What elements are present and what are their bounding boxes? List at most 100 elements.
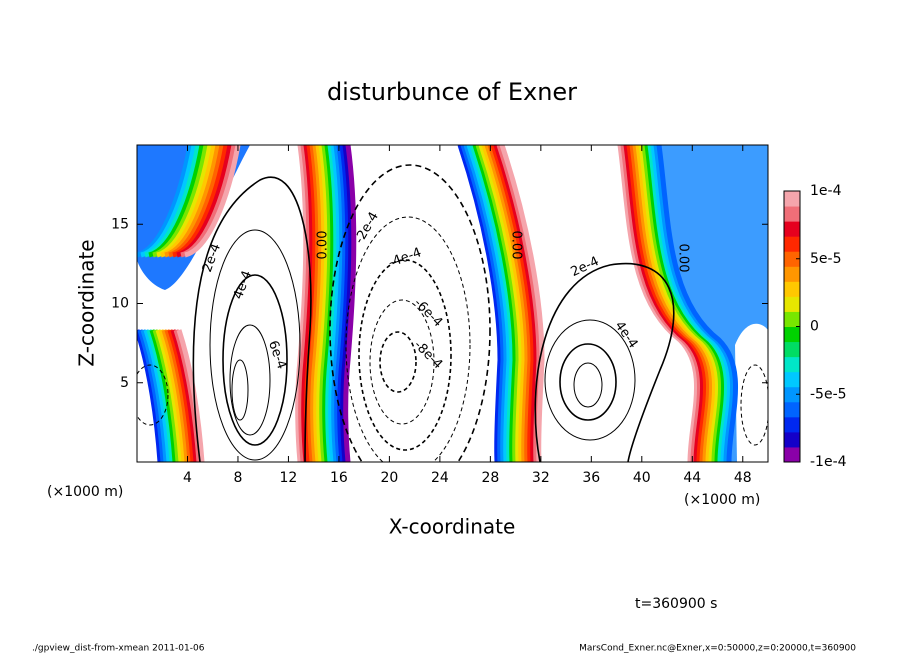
field-band xyxy=(319,145,333,462)
x-tick-label: 24 xyxy=(431,470,449,486)
contour-line xyxy=(231,359,249,421)
chart-title: disturbunce of Exner xyxy=(327,78,577,106)
contour-label: 4e-4 xyxy=(611,319,640,352)
field-band xyxy=(155,329,184,462)
x-tick-label: 48 xyxy=(734,470,752,486)
field-band xyxy=(325,145,339,462)
colorbar-band xyxy=(784,206,800,222)
colorbar-tick-label: -1e-4 xyxy=(810,454,847,470)
colorbar-band xyxy=(784,296,800,312)
colorbar-tick-label: 0 xyxy=(810,319,819,335)
field-band xyxy=(469,145,515,462)
field-band xyxy=(307,145,321,462)
contour-line xyxy=(534,262,675,462)
field-band xyxy=(146,329,175,462)
colorbar-band xyxy=(784,386,800,403)
colorbar-tick-label: 5e-5 xyxy=(810,251,841,267)
field-band xyxy=(481,145,527,462)
field-band xyxy=(343,145,357,462)
contour-label: -4e-4 xyxy=(386,245,423,271)
field-band xyxy=(656,145,739,462)
field-band xyxy=(304,145,318,462)
contour-label: 2e-4 xyxy=(200,242,224,275)
colorbar-band xyxy=(784,191,800,207)
field-band xyxy=(328,145,342,462)
colorbar-band xyxy=(784,221,800,237)
field-band xyxy=(137,329,166,462)
colorbar-band xyxy=(784,356,800,373)
colorbar-band xyxy=(784,236,800,252)
field-band xyxy=(310,145,324,462)
contour-line xyxy=(740,364,768,446)
colorbar-tick-label: 1e-4 xyxy=(810,183,842,199)
contour-line xyxy=(544,319,636,441)
field-band xyxy=(158,329,187,462)
colorbar-band xyxy=(784,251,800,267)
contour-line xyxy=(379,331,417,393)
colorbar-band xyxy=(784,311,800,327)
x-tick-label: 12 xyxy=(280,470,298,486)
colorbar-band xyxy=(784,341,800,358)
contour-label: -2e-4 xyxy=(352,210,382,247)
contour-line xyxy=(358,259,452,451)
y-tick-label: 5 xyxy=(120,375,129,391)
contour-line xyxy=(222,274,288,446)
contour-lines xyxy=(137,164,768,462)
field-band xyxy=(460,145,506,462)
field-band xyxy=(475,145,521,462)
field-band xyxy=(463,145,509,462)
x-tick-label: 36 xyxy=(582,470,600,486)
field-band xyxy=(334,145,348,462)
footer: MarsCond_Exner.nc@Exner,x=0:50000,z=0:20… xyxy=(579,644,856,654)
contour-label: 4e-4 xyxy=(231,269,255,302)
field-band xyxy=(301,145,315,462)
x-tick-label: 44 xyxy=(683,470,701,486)
time-label: t=360900 s xyxy=(635,596,717,612)
contour-line xyxy=(192,176,312,462)
field-band xyxy=(137,329,163,462)
field-band xyxy=(313,145,327,462)
field-region xyxy=(735,323,768,462)
x-tick-label: 28 xyxy=(481,470,499,486)
x-tick-label: 8 xyxy=(233,470,242,486)
field-band xyxy=(152,329,181,462)
field-band xyxy=(322,145,336,462)
x-tick-label: 40 xyxy=(633,470,651,486)
x-tick-label: 4 xyxy=(183,470,192,486)
x-unit: (×1000 m) xyxy=(47,484,123,500)
field-band xyxy=(167,329,196,462)
field-band xyxy=(316,145,330,462)
x-tick-label: 16 xyxy=(330,470,348,486)
contour-label: 6e-4 xyxy=(265,339,289,372)
field-band xyxy=(478,145,524,462)
contour-label: -6e-4 xyxy=(411,296,446,331)
field-band xyxy=(484,145,530,462)
contour-line xyxy=(209,229,301,461)
field-band xyxy=(143,329,172,462)
colorbar-band xyxy=(784,326,800,343)
colorbar-band xyxy=(784,266,800,282)
colorbar-band xyxy=(784,431,800,448)
colorbar-band xyxy=(784,281,800,297)
contour-label: 0.00 xyxy=(676,244,691,273)
colorbar-band xyxy=(784,371,800,388)
field-band xyxy=(331,145,345,462)
field-band xyxy=(295,145,309,462)
contour-line xyxy=(137,364,169,426)
y-tick-label: 15 xyxy=(111,216,129,232)
contour-line xyxy=(559,343,617,421)
field-band xyxy=(466,145,512,462)
field-band xyxy=(487,145,533,462)
contour-line xyxy=(329,164,491,462)
y-tick-label: 10 xyxy=(111,296,129,312)
contour-label: -8e-4 xyxy=(411,338,446,373)
contour-line xyxy=(345,216,471,462)
contour-line xyxy=(369,299,435,425)
x-tick-label: 20 xyxy=(380,470,398,486)
colorbar-band xyxy=(784,416,800,433)
x-tick-label: 32 xyxy=(532,470,550,486)
field-band xyxy=(472,145,518,462)
field-band xyxy=(490,145,536,462)
contour-label: 0.00 xyxy=(316,231,331,260)
